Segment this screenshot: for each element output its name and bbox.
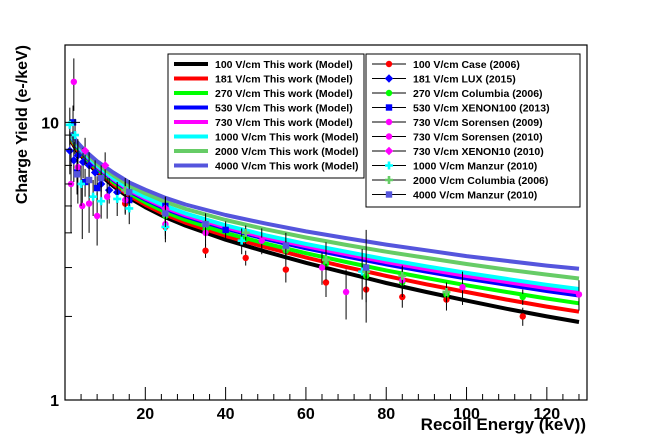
x-tick-label: 20: [136, 406, 154, 423]
data-point-0-3: [242, 254, 249, 262]
data-point-7-3: [89, 192, 98, 201]
data-legend-marker-9: [385, 191, 393, 198]
data-point-5-7: [459, 283, 466, 291]
data-point-3-2: [81, 178, 89, 186]
data-point-7-5: [113, 194, 122, 203]
plot-frame: [64, 44, 588, 401]
data-point-5-8: [575, 291, 583, 298]
data-point-4-1: [70, 78, 78, 86]
data-point-8-8: [442, 287, 451, 296]
data-point-7-4: [97, 197, 106, 206]
model-curve-7: [69, 131, 580, 271]
data-point-7-8: [237, 236, 246, 245]
y-axis-label: Charge Yield (e-/keV): [14, 45, 31, 204]
data-legend-box: [365, 53, 581, 208]
data-point-5-4: [318, 264, 326, 271]
model-curve-6: [69, 132, 580, 281]
x-tick-label: 60: [297, 406, 315, 423]
data-points: [65, 58, 583, 326]
model-legend-label-3: 530 V/cm This work (Model): [215, 103, 353, 115]
axes: 20 40 60 80 100 120 1 10: [41, 44, 588, 423]
data-point-9-0: [73, 171, 81, 178]
data-point-5-5: [342, 288, 350, 296]
model-legend-box: [167, 53, 365, 179]
data-point-4-6: [103, 193, 111, 200]
x-axis-label: Recoil Energy (keV)): [421, 415, 586, 434]
data-point-9-1: [85, 176, 93, 184]
model-legend-label-7: 4000 V/cm This work (Model): [215, 161, 359, 173]
x-tick-label: 40: [217, 406, 235, 423]
data-point-0-4: [282, 266, 290, 273]
data-point-8-7: [398, 271, 407, 280]
data-point-9-5: [202, 220, 209, 228]
data-point-4-5: [93, 212, 101, 220]
data-legend-label-2: 270 V/cm Columbia (2006): [413, 88, 543, 100]
data-point-2-8: [519, 293, 526, 301]
data-point-9-4: [162, 210, 169, 217]
data-point-7-6: [125, 204, 134, 213]
data-point-5-3: [258, 237, 265, 244]
data-point-9-6: [282, 242, 290, 249]
model-legend-label-4: 730 V/cm This work (Model): [215, 117, 353, 129]
data-point-1-0: [65, 146, 75, 156]
y-tick-label: 10: [41, 115, 59, 132]
data-legend-marker-5: [385, 133, 393, 140]
data-point-1-3: [78, 157, 88, 167]
data-legend-label-4: 730 V/cm Sorensen (2009): [413, 117, 543, 129]
data-legend-marker-1: [384, 74, 394, 83]
data-legend-marker-2: [385, 89, 393, 97]
data-point-6-0: [80, 146, 90, 156]
legend: 100 V/cm This work (Model) 181 V/cm This …: [167, 53, 581, 208]
data-point-7-2: [77, 179, 86, 188]
data-point-9-7: [362, 264, 370, 271]
data-point-9-3: [126, 189, 133, 196]
x-tick-label: 100: [453, 406, 480, 423]
data-point-7-10: [358, 267, 367, 276]
data-point-8-3: [241, 228, 250, 237]
data-point-4-2: [74, 163, 82, 171]
data-point-1-1: [69, 156, 79, 165]
data-legend-label-6: 730 V/cm XENON10 (2010): [413, 146, 544, 158]
data-legend-label-9: 4000 V/cm Manzur (2010): [413, 190, 537, 202]
y-tick-label: 1: [50, 393, 59, 410]
data-point-0-5: [322, 279, 330, 286]
model-legend-label-0: 100 V/cm This work (Model): [215, 59, 353, 71]
data-legend-label-3: 530 V/cm XENON100 (2013): [413, 103, 550, 115]
model-legend-label-6: 2000 V/cm This work (Model): [215, 146, 359, 158]
data-legend-marker-4: [385, 118, 393, 126]
model-legend-label-2: 270 V/cm This work (Model): [215, 88, 353, 100]
data-legend-marker-7: [385, 161, 393, 170]
data-legend-label-7: 1000 V/cm Manzur (2010): [413, 161, 537, 173]
data-point-1-5: [90, 168, 100, 177]
data-point-6-1: [100, 161, 110, 170]
data-point-8-0: [121, 186, 130, 195]
data-point-3-6: [222, 226, 229, 234]
data-point-9-2: [97, 174, 105, 182]
x-tick-label: 80: [377, 406, 395, 423]
data-legend-marker-3: [385, 104, 393, 111]
model-legend-label-1: 181 V/cm This work (Model): [215, 74, 353, 86]
data-legend-label-1: 181 V/cm LUX (2015): [413, 74, 516, 86]
data-legend-marker-8: [385, 176, 393, 184]
model-legend-label-5: 1000 V/cm This work (Model): [215, 132, 359, 144]
data-point-0-2: [202, 247, 209, 254]
data-legend-marker-6: [384, 146, 394, 156]
x-tick-label: 120: [533, 406, 560, 423]
data-legend-label-5: 730 V/cm Sorensen (2010): [413, 132, 543, 144]
data-legend-marker-0: [385, 60, 393, 68]
data-point-7-0: [65, 120, 74, 129]
data-legend-label-0: 100 V/cm Case (2006): [413, 59, 520, 71]
data-legend-label-8: 2000 V/cm Columbia (2006): [413, 175, 548, 187]
data-point-4-4: [85, 200, 93, 207]
data-point-4-3: [79, 202, 86, 210]
data-point-7-1: [71, 131, 80, 140]
data-point-3-3: [93, 184, 101, 192]
data-point-8-5: [322, 255, 330, 264]
data-point-0-9: [519, 313, 526, 320]
